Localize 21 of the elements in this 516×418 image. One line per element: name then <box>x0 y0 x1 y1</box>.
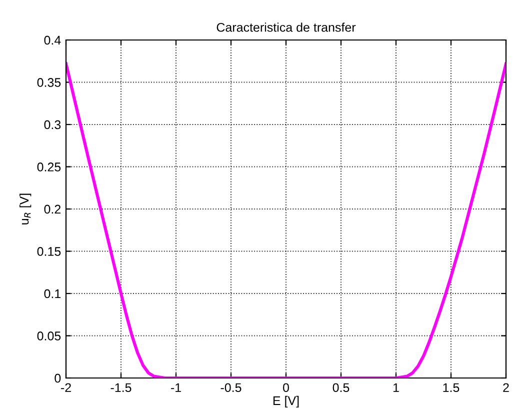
x-tick-label: 2 <box>503 383 509 392</box>
chart-title: Caracteristica de transfer <box>216 22 356 32</box>
x-tick-label: -1.5 <box>110 383 132 392</box>
y-tick-label: 0.4 <box>44 36 61 45</box>
y-tick-label: 0.25 <box>37 162 61 172</box>
x-tick-label: 1 <box>393 383 399 392</box>
y-tick-label: 0.35 <box>37 78 61 87</box>
y-tick-label: 0.05 <box>37 332 61 340</box>
x-tick-label: 0 <box>283 383 289 392</box>
x-tick-label: -2 <box>61 383 71 392</box>
y-tick-label: 0 <box>54 374 61 383</box>
y-tick-label: 0.3 <box>44 120 61 130</box>
x-tick-label: -0.5 <box>220 383 242 392</box>
y-tick-label: 0.2 <box>44 204 61 214</box>
x-tick-label: 0.5 <box>332 383 350 392</box>
y-tick-label: 0.15 <box>37 247 61 256</box>
x-tick-label: 1.5 <box>443 383 460 392</box>
y-tick-label: 0.1 <box>44 289 61 298</box>
x-tick-label: -1 <box>171 383 181 392</box>
y-axis-title: u$_{R}$ [V] <box>20 194 32 224</box>
x-axis-title: E [V] <box>273 396 299 408</box>
